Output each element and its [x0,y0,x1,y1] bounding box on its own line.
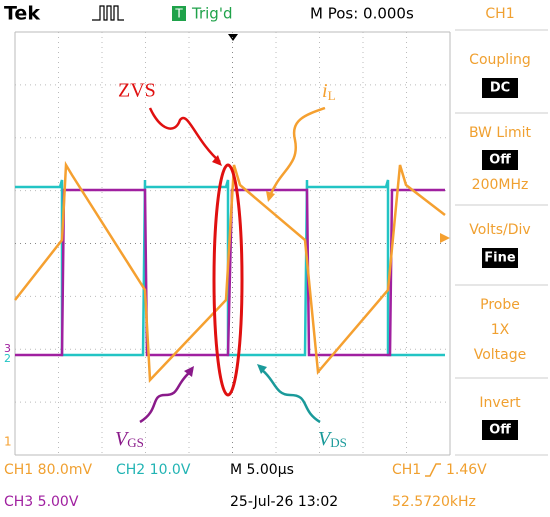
vgs-arrowhead [184,366,194,377]
vds-label: VDS [318,428,347,450]
menu-line: 1X [491,322,510,338]
menu-channel: CH1 [485,6,514,22]
trigger-badge: T [174,7,183,21]
datetime: 25-Jul-26 13:02 [230,494,338,510]
menu-extra: 200MHz [472,177,529,193]
ch1-scale: CH1 80.0mV [4,462,92,478]
side-menu: Coupling DC BW Limit Off 200MHz Volts/Div Fine… [455,29,548,456]
ch3-scale: CH3 5.00V [4,494,79,510]
vds-sub: DS [330,435,347,450]
trigger-level: 1.46V [446,462,487,478]
il-arrowhead [266,191,275,202]
menu-label: Coupling [469,52,531,68]
menu-label: Invert [479,395,521,411]
il-main: i [322,80,328,102]
graticule [14,31,451,456]
zvs-label: ZVS [118,80,156,102]
menu-value-box [482,248,518,268]
horizontal-position: M Pos: 0.000s [310,5,414,23]
menu-line: Voltage [474,347,527,363]
menu-label: Probe [480,297,520,313]
ch1-marker: 1 [4,435,12,449]
trigger-level-marker [440,233,450,243]
brand: Tek [4,3,40,25]
il-arrow [268,106,326,197]
menu-value: DC [490,81,510,96]
menu-label: BW Limit [469,125,532,141]
vds-main: V [318,428,333,450]
menu-value-box [482,150,518,170]
menu-value: Off [489,423,511,438]
trigger-slope-icon [425,463,441,477]
zvs-arrow [148,107,221,163]
menu-value-box [482,420,518,440]
vds-arrow [261,369,321,424]
vgs-main: V [115,428,130,450]
il-label: iL [322,80,336,103]
vgs-arrow [139,371,191,424]
trigger-source: CH1 [392,462,421,478]
trigger-frequency: 52.5720kHz [392,494,476,510]
il-waveform [14,160,446,383]
acquisition-icon [92,5,124,21]
menu-value: Off [489,153,511,168]
trigger-status: Trig'd [191,5,232,23]
ch2-scale: CH2 10.0V [116,462,191,478]
trigger-badge-box [172,6,186,21]
zvs-arrowhead [212,155,222,166]
ch3-marker: 3 [4,342,11,355]
vds-arrowhead [257,364,267,374]
menu-value: Fine [484,251,516,266]
menu-value-box [482,78,518,98]
ch2-marker: 2 [4,352,11,365]
zvs-ellipse [212,163,244,397]
timebase: M 5.00µs [230,462,294,478]
menu-label: Volts/Div [469,222,530,238]
vgs-label: VGS [115,428,144,450]
vgs-sub: GS [127,435,144,450]
il-sub: L [328,88,336,103]
